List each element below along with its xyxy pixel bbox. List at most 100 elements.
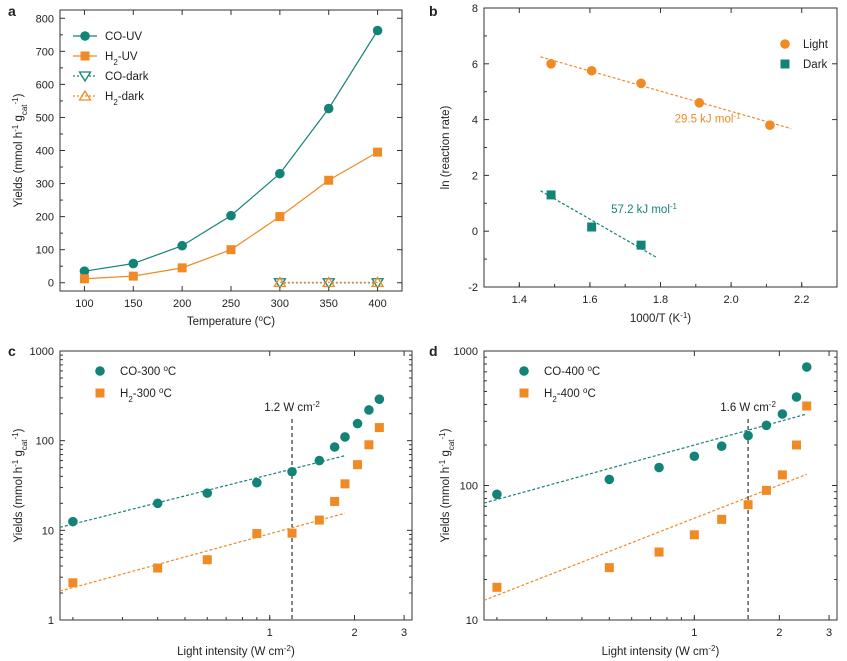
y-tick-label: 0: [48, 278, 54, 290]
y-axis-title-part: -1: [438, 432, 447, 440]
data-point: [314, 455, 325, 466]
y-axis-title-part: -1: [11, 97, 20, 105]
series-h2-400-c: [483, 401, 812, 601]
x-axis-title-part: ): [716, 646, 720, 658]
y-tick-label: -2: [468, 282, 478, 294]
data-point: [152, 498, 163, 509]
legend-label-part: 2: [128, 395, 133, 404]
legend-label: H2-400 oC: [544, 386, 596, 404]
data-point: [324, 175, 334, 185]
data-point: [273, 276, 287, 288]
legend-marker: [78, 89, 92, 101]
data-point: [492, 582, 502, 592]
data-point: [68, 578, 78, 588]
legend: Light Dark: [780, 39, 829, 71]
data-point: [716, 441, 727, 451]
y-axis-title-part: -1: [11, 459, 20, 467]
data-point: [372, 25, 383, 36]
legend-label-part: CO-dark: [105, 71, 149, 83]
y-tick-label: 500: [36, 112, 54, 124]
data-point: [275, 168, 285, 179]
data-point: [226, 245, 236, 255]
x-tick-label: 2.0: [723, 294, 738, 306]
y-axis-title-part: -1: [11, 124, 20, 132]
x-tick-label: 150: [124, 298, 142, 310]
legend-label: CO-UV: [105, 31, 142, 43]
legend-label-part: -UV: [118, 51, 138, 63]
x-tick-label: 1: [267, 627, 273, 639]
y-axis-title-part: g: [440, 450, 452, 460]
series-h2-uv: [79, 147, 383, 284]
data-point: [330, 496, 340, 506]
data-point: [636, 240, 646, 250]
legend-marker: [78, 71, 92, 83]
data-point: [202, 555, 212, 565]
y-axis-title: Yields (mmol h-1 gcat-1): [11, 93, 29, 207]
legend-label: H2-UV: [105, 51, 138, 67]
y-tick-label: 2: [472, 170, 478, 182]
y-axis-title-part: g: [13, 450, 25, 460]
data-point: [370, 276, 385, 288]
data-point: [546, 190, 556, 200]
data-point: [689, 530, 699, 540]
panel-letter: a: [8, 3, 16, 19]
legend-label-part: -dark: [118, 91, 144, 103]
legend-label-part: C: [587, 388, 595, 400]
legend-marker: [80, 51, 90, 61]
legend-label-part: o: [587, 364, 592, 373]
data-point: [604, 474, 615, 485]
series-light: [540, 56, 792, 130]
data-point: [802, 401, 812, 411]
legend-marker: [780, 39, 790, 49]
data-point: [177, 240, 187, 251]
y-axis-title: Yields (mmol h-1 gcat-1): [438, 428, 456, 542]
y-tick-label: 0: [472, 226, 478, 238]
legend-marker: [95, 388, 105, 398]
x-axis-title: 1000/T (K-1): [630, 311, 691, 326]
data-point: [352, 418, 363, 429]
data-point: [340, 432, 350, 442]
plot-frame: [483, 7, 838, 288]
series-dark: [540, 190, 658, 259]
y-axis-title-part: ): [440, 428, 452, 432]
data-point: [761, 485, 771, 495]
y-axis-title-part: -1: [11, 432, 20, 440]
legend-label: CO-300 oC: [120, 364, 176, 379]
y-tick-label: 400: [36, 146, 54, 158]
data-point: [79, 266, 90, 276]
x-axis-title-part: Light intensity (W cm: [177, 646, 284, 658]
reference-line-label-part: -2: [313, 400, 321, 409]
fit-line: [59, 512, 346, 592]
fit-line: [483, 413, 807, 504]
series-co-300-c: [59, 394, 385, 528]
legend-label-part: C: [163, 388, 171, 400]
series-h2-300-c: [59, 423, 384, 592]
legend-label-part: o: [159, 386, 164, 395]
legend-marker: [95, 366, 105, 376]
y-axis-title-part: cat: [20, 104, 29, 115]
data-point: [252, 477, 262, 488]
x-axis-title: Temperature (oC): [187, 314, 275, 329]
series-co-400-c: [483, 362, 812, 504]
x-axis-title-part: Temperature (: [187, 316, 259, 328]
data-point: [374, 423, 384, 433]
y-tick-label: 1: [48, 615, 54, 627]
data-point: [314, 515, 324, 525]
x-tick-label: 2: [776, 627, 782, 639]
legend-label-part: o: [163, 364, 168, 373]
y-axis-title-part: cat: [20, 439, 29, 450]
data-point: [492, 489, 502, 500]
y-axis-title-part: ln (reaction rate): [440, 105, 452, 189]
legend-marker: [519, 388, 529, 398]
legend-label: CO-dark: [105, 71, 149, 83]
x-tick-label: 400: [368, 298, 386, 310]
data-point: [587, 222, 597, 232]
data-point: [636, 78, 646, 89]
data-point: [761, 420, 772, 431]
data-point: [340, 479, 350, 489]
y-axis-title-part: Yields (mmol h: [440, 467, 452, 543]
data-point: [287, 528, 297, 538]
reference-line-label-part: 1.2 W cm: [264, 402, 313, 414]
